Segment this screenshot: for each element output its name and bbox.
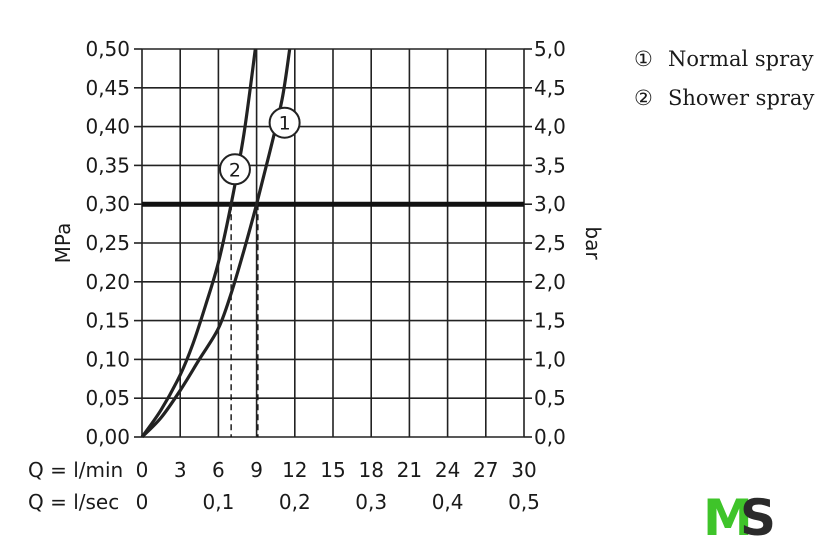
legend-item-shower-marker: ② — [634, 86, 653, 110]
x-primary-tick-label: 21 — [397, 458, 422, 482]
y-right-tick-label: 4,0 — [534, 115, 566, 139]
x-secondary-tick-label: 0 — [136, 490, 149, 514]
y-left-tick-label: 0,35 — [85, 153, 130, 177]
y-left-tick-label: 0,25 — [85, 231, 130, 255]
y-left-tick-label: 0,45 — [85, 76, 130, 100]
x-primary-tick-label: 12 — [282, 458, 307, 482]
grid — [141, 48, 525, 438]
ms-logo: M S — [703, 489, 776, 547]
x-primary-tick-label: 3 — [174, 458, 187, 482]
x-primary-tick-label: 30 — [511, 458, 536, 482]
y-left-axis-title: MPa — [51, 223, 75, 264]
logo-letter-m: M — [703, 489, 753, 547]
series-marker-circle — [268, 106, 301, 139]
x-primary-axis-title: Q = l/min — [28, 458, 123, 482]
y-right-tick-label: 0,0 — [534, 425, 566, 449]
legend-item-shower-label: Shower spray — [668, 86, 814, 110]
series-line-shower-spray — [140, 48, 257, 438]
x-secondary-tick-label: 0,1 — [202, 490, 234, 514]
y-left-tick-label: 0,00 — [85, 425, 130, 449]
y-right-tick-label: 2,5 — [534, 231, 566, 255]
y-right-tick-label: 3,0 — [534, 192, 566, 216]
y-left-tick-label: 0,05 — [85, 386, 130, 410]
y-left-tick-label: 0,15 — [85, 309, 130, 333]
y-right-tick-label: 1,0 — [534, 347, 566, 371]
x-primary-tick-label: 0 — [136, 458, 149, 482]
y-right-tick-label: 0,5 — [534, 386, 566, 410]
logo-letter-s: S — [740, 489, 776, 547]
x-secondary-tick-label: 0,3 — [355, 490, 387, 514]
series-marker-circle — [218, 153, 251, 186]
x-primary-tick-label: 24 — [435, 458, 460, 482]
y-right-axis-title: bar — [581, 226, 605, 260]
x-secondary-tick-label: 0,2 — [279, 490, 311, 514]
y-right-tick-label: 2,0 — [534, 270, 566, 294]
y-left-tick-label: 0,40 — [85, 115, 130, 139]
axes: 0,000,050,100,150,200,250,300,350,400,45… — [85, 37, 565, 514]
x-secondary-tick-label: 0,5 — [508, 490, 540, 514]
x-primary-tick-label: 27 — [473, 458, 498, 482]
series-line-normal-spray — [140, 48, 292, 439]
legend-item-normal-label: Normal spray — [668, 47, 814, 71]
reference-lines — [142, 201, 524, 437]
series-marker-label: 2 — [229, 159, 241, 181]
series: 12 — [140, 48, 301, 439]
y-right-tick-label: 4,5 — [534, 76, 566, 100]
y-right-tick-label: 3,5 — [534, 153, 566, 177]
y-left-tick-label: 0,50 — [85, 37, 130, 61]
y-left-tick-label: 0,30 — [85, 192, 130, 216]
legend-item-normal-marker: ① — [634, 47, 653, 71]
series-marker-label: 1 — [279, 113, 291, 135]
legend: ① Normal spray ② Shower spray — [634, 47, 814, 110]
x-secondary-axis-title: Q = l/sec — [28, 490, 119, 514]
x-secondary-tick-label: 0,4 — [432, 490, 464, 514]
y-right-tick-label: 1,5 — [534, 309, 566, 333]
x-primary-tick-label: 15 — [320, 458, 345, 482]
y-right-tick-label: 5,0 — [534, 37, 566, 61]
y-left-tick-label: 0,10 — [85, 347, 130, 371]
x-primary-tick-label: 18 — [358, 458, 383, 482]
y-left-tick-label: 0,20 — [85, 270, 130, 294]
x-primary-tick-label: 6 — [212, 458, 225, 482]
x-primary-tick-label: 9 — [250, 458, 263, 482]
